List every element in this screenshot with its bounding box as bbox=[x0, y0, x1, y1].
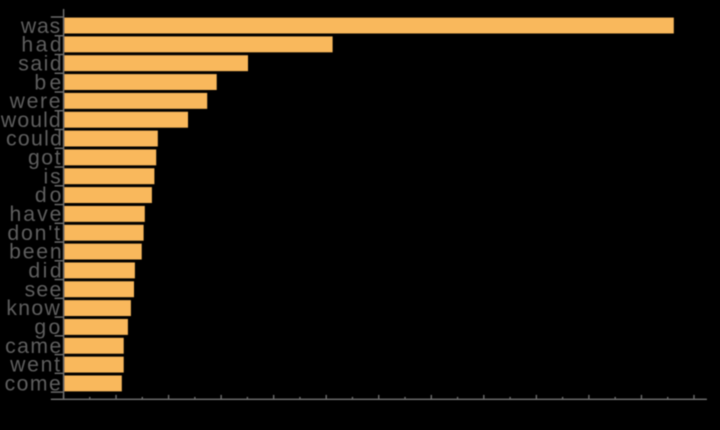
svg-text:got: got bbox=[28, 147, 61, 170]
svg-text:came: came bbox=[5, 335, 61, 358]
svg-text:come: come bbox=[5, 372, 61, 395]
svg-text:could: could bbox=[6, 128, 62, 151]
svg-text:was: was bbox=[20, 15, 60, 38]
svg-text:know: know bbox=[6, 297, 60, 320]
svg-text:went: went bbox=[9, 354, 60, 377]
svg-text:did: did bbox=[28, 259, 61, 282]
svg-text:see: see bbox=[25, 278, 62, 301]
svg-text:would: would bbox=[0, 109, 61, 132]
svg-text:is: is bbox=[43, 165, 60, 188]
svg-text:had: had bbox=[21, 34, 61, 57]
